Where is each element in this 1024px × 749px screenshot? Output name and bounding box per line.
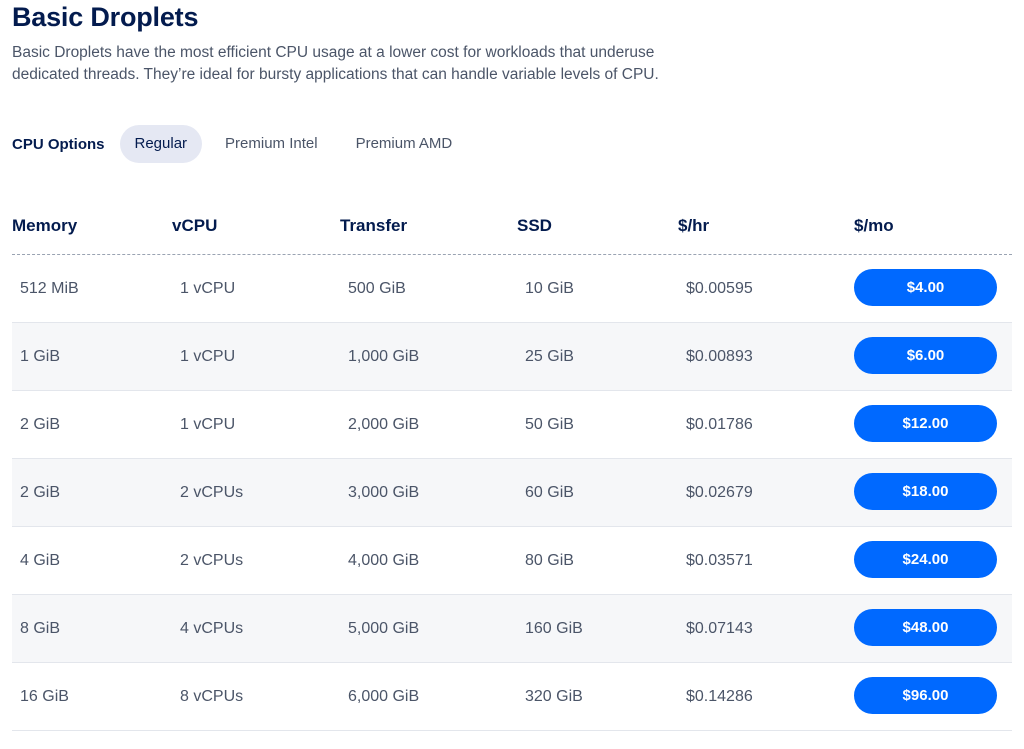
cell-hourly-price: $0.03571 (686, 552, 753, 569)
cell-vcpu: 1 vCPU (180, 348, 236, 365)
cell-hourly-price: $0.02679 (686, 484, 753, 501)
monthly-price-button[interactable]: $18.00 (854, 473, 997, 510)
cell-hourly-price: $0.01786 (686, 416, 753, 433)
cpu-tab-premium-amd[interactable]: Premium AMD (355, 135, 453, 152)
cpu-options-label: CPU Options (12, 135, 105, 153)
table-row: 2 GiB 1 vCPU 2,000 GiB 50 GiB $0.01786 $… (12, 391, 1012, 459)
cpu-options-selector: CPU Options Regular Premium Intel Premiu… (12, 125, 475, 163)
cell-ssd: 25 GiB (525, 348, 574, 365)
table-row: 1 GiB 1 vCPU 1,000 GiB 25 GiB $0.00893 $… (12, 323, 1012, 391)
table-row: 16 GiB 8 vCPUs 6,000 GiB 320 GiB $0.1428… (12, 663, 1012, 731)
column-header-hourly: $/hr (678, 216, 710, 235)
cell-memory: 4 GiB (20, 552, 61, 569)
column-header-memory: Memory (12, 216, 78, 235)
column-header-monthly: $/mo (854, 216, 894, 235)
cell-memory: 2 GiB (20, 416, 61, 433)
cell-memory: 512 MiB (20, 280, 79, 297)
page-description: Basic Droplets have the most efficient C… (12, 44, 659, 83)
cell-ssd: 320 GiB (525, 688, 583, 705)
cell-memory: 1 GiB (20, 348, 61, 365)
monthly-price-button[interactable]: $48.00 (854, 609, 997, 646)
cell-memory: 8 GiB (20, 620, 61, 637)
table-row: 4 GiB 2 vCPUs 4,000 GiB 80 GiB $0.03571 … (12, 527, 1012, 595)
cell-vcpu: 1 vCPU (180, 416, 236, 433)
monthly-price-button[interactable]: $96.00 (854, 677, 997, 714)
monthly-price-button[interactable]: $4.00 (854, 269, 997, 306)
cell-memory: 16 GiB (20, 688, 69, 705)
monthly-price-button[interactable]: $24.00 (854, 541, 997, 578)
table-row: 512 MiB 1 vCPU 500 GiB 10 GiB $0.00595 $… (12, 255, 1012, 323)
cell-hourly-price: $0.07143 (686, 620, 753, 637)
monthly-price-button[interactable]: $6.00 (854, 337, 997, 374)
column-header-transfer: Transfer (340, 216, 408, 235)
cell-vcpu: 2 vCPUs (180, 552, 244, 569)
table-header: Memory vCPU Transfer SSD $/hr $/mo (12, 210, 1012, 255)
cell-transfer: 500 GiB (348, 280, 406, 297)
cell-transfer: 4,000 GiB (348, 552, 420, 569)
cpu-tab-regular[interactable]: Regular (119, 125, 203, 163)
pricing-table: Memory vCPU Transfer SSD $/hr $/mo 512 M… (12, 210, 1012, 731)
cell-memory: 2 GiB (20, 484, 61, 501)
cell-transfer: 1,000 GiB (348, 348, 420, 365)
cell-ssd: 160 GiB (525, 620, 583, 637)
cell-vcpu: 2 vCPUs (180, 484, 244, 501)
cell-vcpu: 4 vCPUs (180, 620, 244, 637)
cell-transfer: 6,000 GiB (348, 688, 420, 705)
cell-ssd: 60 GiB (525, 484, 574, 501)
cell-vcpu: 1 vCPU (180, 280, 236, 297)
column-header-vcpu: vCPU (172, 216, 218, 235)
page-title: Basic Droplets (12, 2, 199, 32)
column-header-ssd: SSD (517, 216, 552, 235)
table-row: 8 GiB 4 vCPUs 5,000 GiB 160 GiB $0.07143… (12, 595, 1012, 663)
cell-ssd: 10 GiB (525, 280, 574, 297)
cell-hourly-price: $0.14286 (686, 688, 753, 705)
monthly-price-button[interactable]: $12.00 (854, 405, 997, 442)
cell-vcpu: 8 vCPUs (180, 688, 244, 705)
cpu-tab-premium-intel[interactable]: Premium Intel (225, 135, 318, 152)
cell-hourly-price: $0.00893 (686, 348, 753, 365)
table-row: 2 GiB 2 vCPUs 3,000 GiB 60 GiB $0.02679 … (12, 459, 1012, 527)
cell-transfer: 5,000 GiB (348, 620, 420, 637)
cell-transfer: 3,000 GiB (348, 484, 420, 501)
cell-transfer: 2,000 GiB (348, 416, 420, 433)
cell-ssd: 80 GiB (525, 552, 574, 569)
cell-hourly-price: $0.00595 (686, 280, 753, 297)
cell-ssd: 50 GiB (525, 416, 574, 433)
